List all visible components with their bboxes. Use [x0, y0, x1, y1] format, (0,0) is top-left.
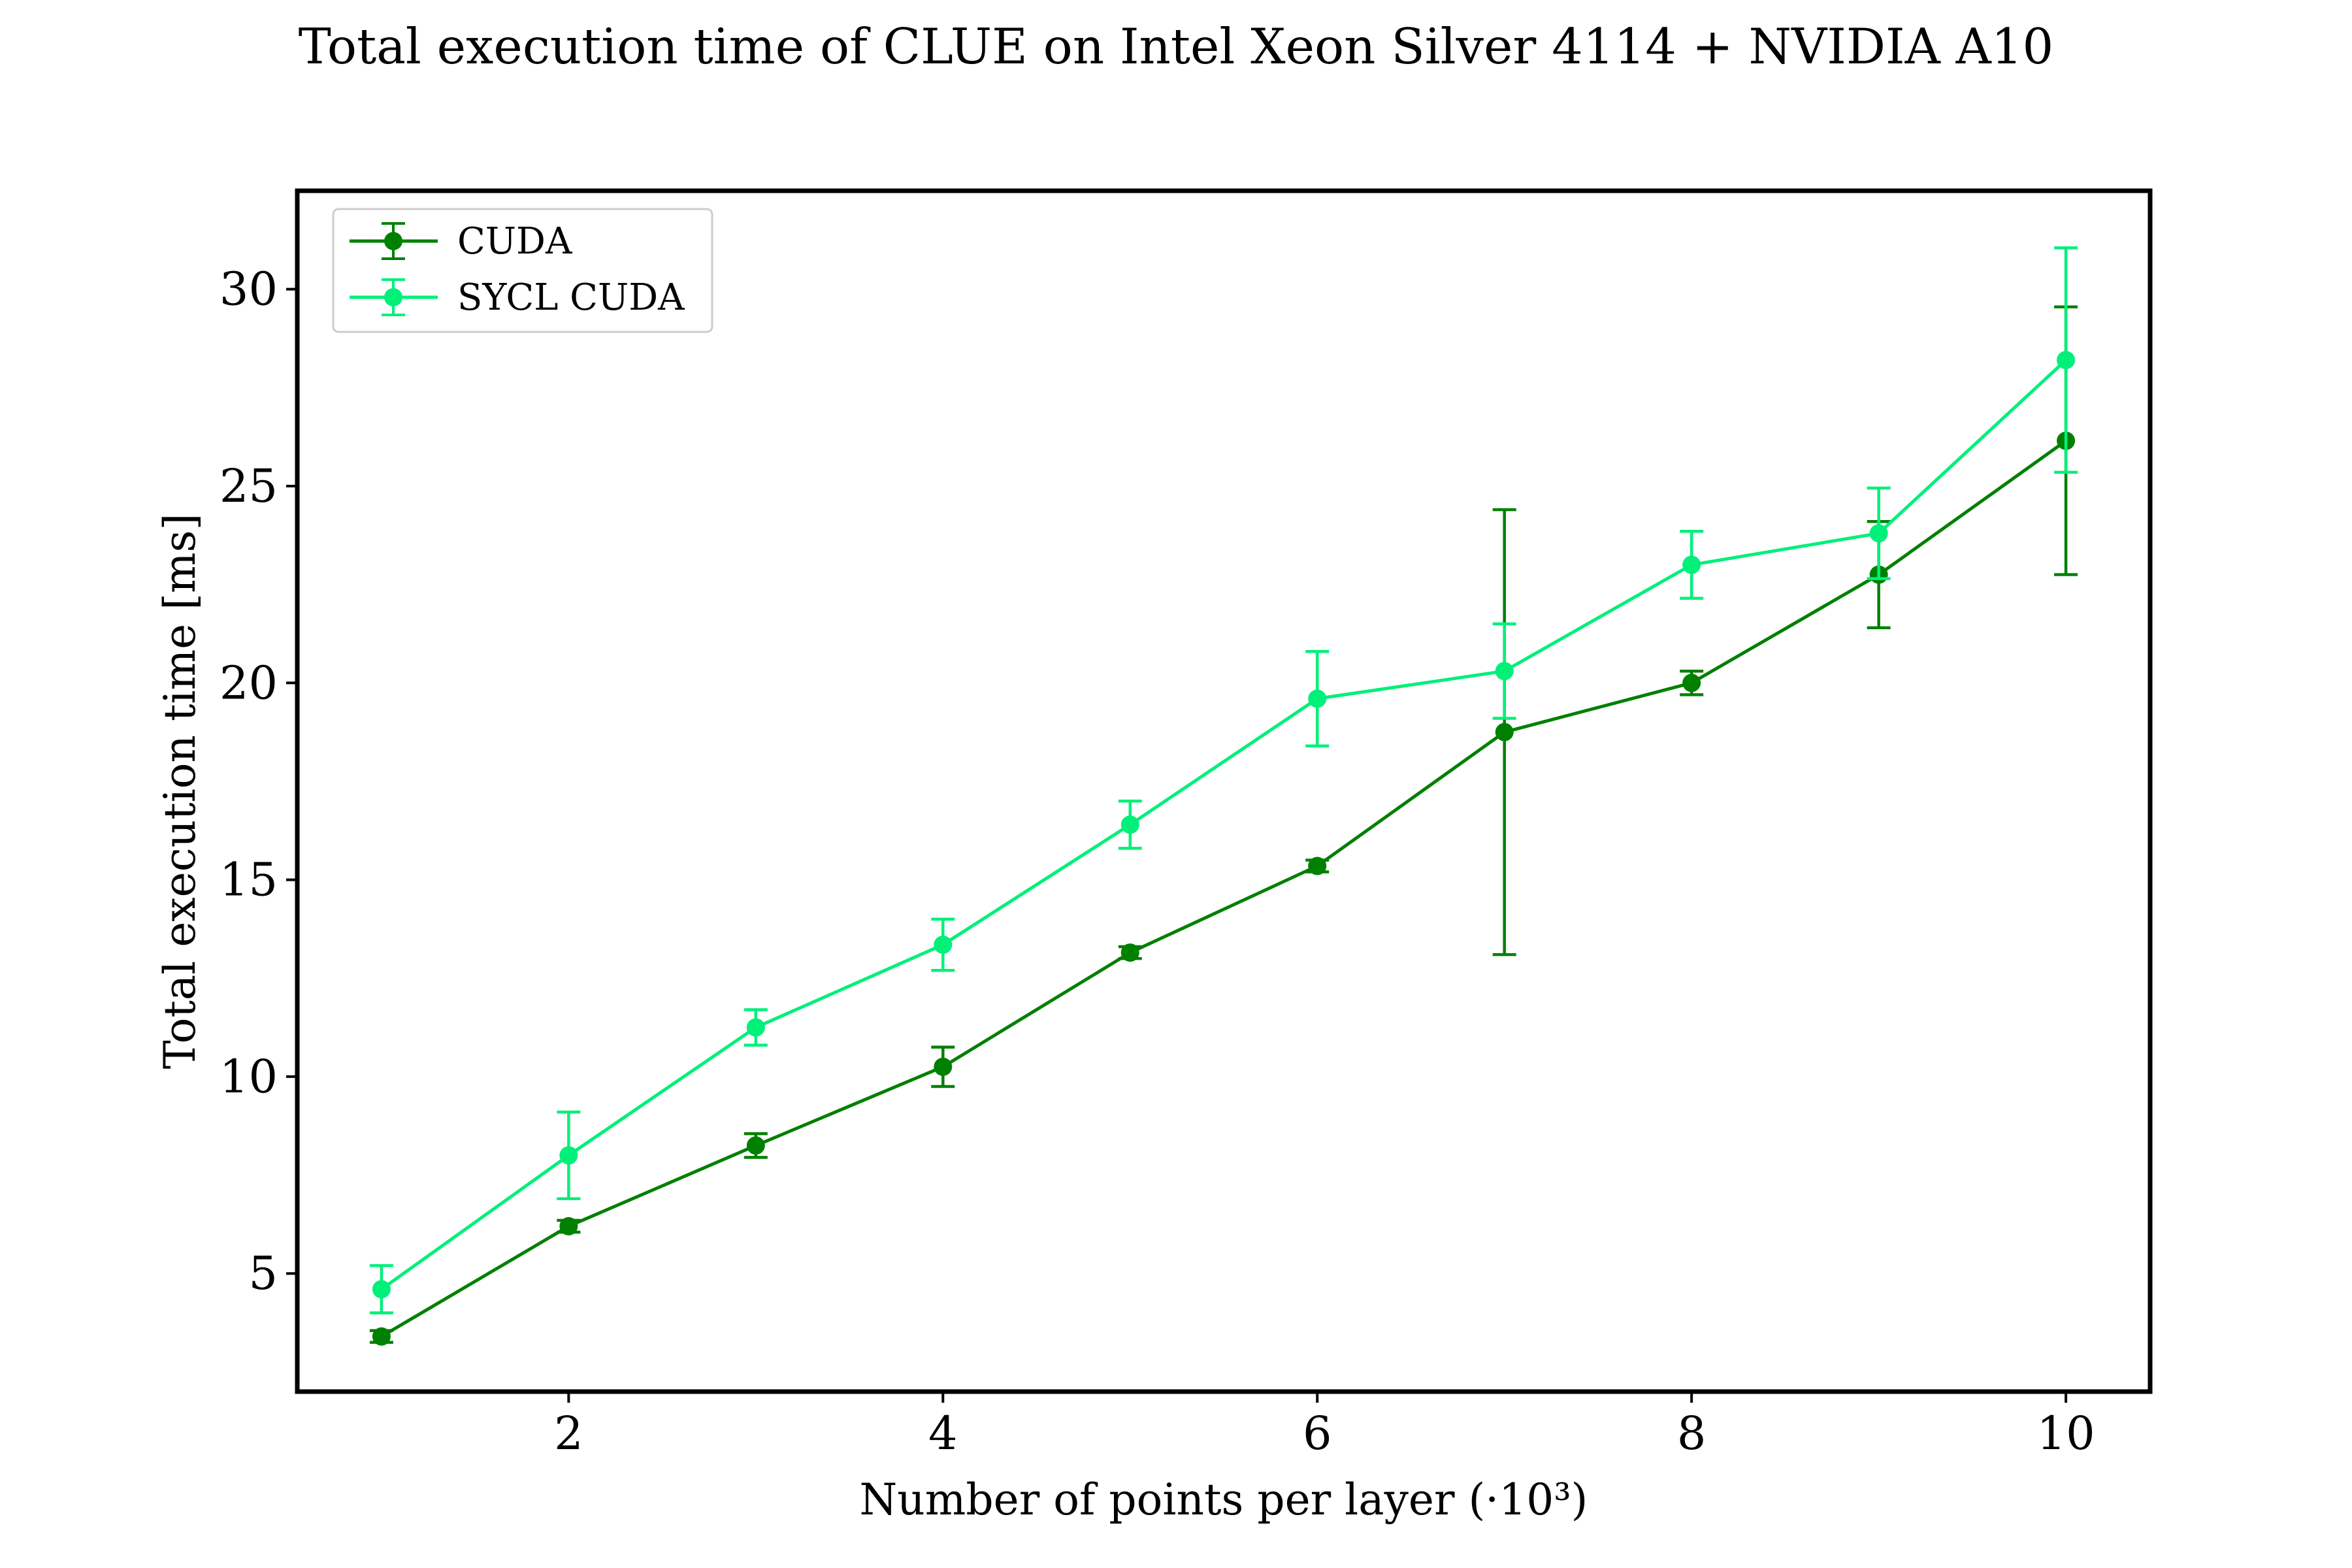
- x-tick-label: 4: [928, 1407, 958, 1460]
- x-axis: 2 4 6 8 10: [554, 1392, 2095, 1460]
- data-point: [372, 1327, 391, 1346]
- data-point: [372, 1280, 391, 1299]
- data-point: [559, 1146, 578, 1165]
- y-axis: 5 10 15 20 25 30: [220, 263, 297, 1300]
- x-axis-label: Number of points per layer (·10³): [860, 1475, 1588, 1525]
- y-tick-label: 5: [248, 1247, 278, 1300]
- legend-swatch-marker: [384, 232, 402, 250]
- data-point: [746, 1136, 765, 1155]
- y-tick-label: 10: [220, 1050, 278, 1103]
- data-point: [1120, 943, 1139, 962]
- data-point: [559, 1217, 578, 1235]
- y-tick-label: 25: [220, 459, 278, 513]
- x-tick-label: 6: [1303, 1407, 1332, 1460]
- data-point: [934, 936, 953, 955]
- plot-frame: [295, 188, 2153, 1394]
- series-line-1: [380, 359, 2067, 1291]
- data-point: [1308, 857, 1327, 875]
- data-point: [1682, 674, 1701, 693]
- data-point: [1682, 555, 1701, 574]
- data-point: [1495, 662, 1514, 681]
- chart-title: Total execution time of CLUE on Intel Xe…: [299, 18, 2054, 75]
- x-tick-label: 10: [2037, 1407, 2095, 1460]
- data-point: [2057, 351, 2076, 370]
- data-point: [746, 1018, 765, 1037]
- y-tick-label: 20: [220, 656, 278, 710]
- series-line-0: [380, 439, 2067, 1338]
- x-tick-label: 2: [554, 1407, 583, 1460]
- y-tick-label: 30: [220, 263, 278, 316]
- x-tick-label: 8: [1677, 1407, 1707, 1460]
- data-point: [1308, 689, 1327, 708]
- y-axis-label: Total execution time [ms]: [155, 514, 205, 1069]
- y-tick-label: 15: [220, 853, 278, 907]
- legend-label: CUDA: [457, 220, 572, 263]
- data-point: [934, 1057, 953, 1076]
- data-point: [1495, 723, 1514, 742]
- data-point: [1120, 815, 1139, 834]
- legend-swatch-marker: [384, 288, 402, 306]
- data-point: [1869, 524, 1888, 543]
- legend: CUDA SYCL CUDA: [332, 208, 713, 333]
- legend-label: SYCL CUDA: [457, 276, 685, 319]
- plot-area: [369, 246, 2078, 1346]
